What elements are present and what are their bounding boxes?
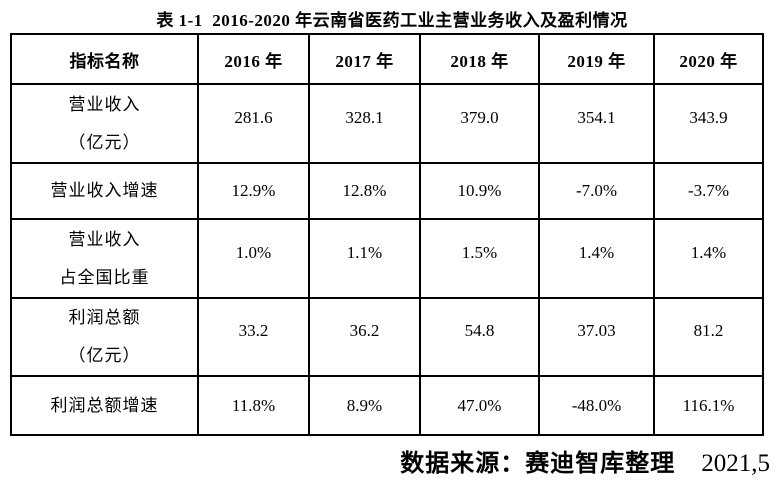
cell-value: 1.1% bbox=[308, 218, 421, 299]
header-cell-indicator: 指标名称 bbox=[10, 33, 199, 85]
cell-value: 328.1 bbox=[308, 83, 421, 164]
table-row-profit: 利润总额 （亿元） 33.2 36.2 54.8 37.03 81.2 bbox=[10, 297, 764, 377]
header-cell-2019: 2019 年 bbox=[538, 33, 655, 85]
cell-value: 11.8% bbox=[197, 375, 310, 436]
row-label-line: 利润总额 bbox=[68, 308, 141, 327]
row-label-line: （亿元） bbox=[68, 346, 141, 365]
header-cell-2016: 2016 年 bbox=[197, 33, 310, 85]
data-source-note: 数据来源：赛迪智库整理 2021,5 bbox=[400, 443, 770, 478]
header-cell-2017: 2017 年 bbox=[308, 33, 421, 85]
cell-value: 1.5% bbox=[419, 218, 540, 299]
cell-value: 1.4% bbox=[653, 218, 764, 299]
cell-value: 1.0% bbox=[197, 218, 310, 299]
cell-value: -48.0% bbox=[538, 375, 655, 436]
row-label-national-share: 营业收入 占全国比重 bbox=[10, 218, 199, 299]
header-row: 指标名称 2016 年 2017 年 2018 年 2019 年 2020 年 bbox=[10, 33, 764, 85]
row-label-line: 营业收入 bbox=[68, 94, 141, 114]
cell-value: 354.1 bbox=[538, 83, 655, 164]
cell-value: 37.03 bbox=[538, 297, 655, 377]
row-label-profit-growth: 利润总额增速 bbox=[10, 375, 199, 436]
row-label-line: 占全国比重 bbox=[59, 267, 150, 287]
header-cell-2018: 2018 年 bbox=[419, 33, 540, 85]
row-label-line: （亿元） bbox=[68, 132, 141, 152]
cell-value: 116.1% bbox=[653, 375, 764, 436]
cell-value: 343.9 bbox=[653, 83, 764, 164]
cell-value: 36.2 bbox=[308, 297, 421, 377]
cell-value: 281.6 bbox=[197, 83, 310, 164]
table-row-profit-growth: 利润总额增速 11.8% 8.9% 47.0% -48.0% 116.1% bbox=[10, 375, 764, 436]
cell-value: 54.8 bbox=[419, 297, 540, 377]
table-title: 表 1-1 2016-2020 年云南省医药工业主营业务收入及盈利情况 bbox=[156, 11, 628, 30]
row-label-line: 营业收入增速 bbox=[50, 181, 159, 200]
cell-value: 379.0 bbox=[419, 83, 540, 164]
cell-value: 10.9% bbox=[419, 162, 540, 220]
data-source-date: 2021,5 bbox=[701, 450, 770, 477]
cell-value: -7.0% bbox=[538, 162, 655, 220]
table-row-revenue: 营业收入 （亿元） 281.6 328.1 379.0 354.1 343.9 bbox=[10, 83, 764, 164]
cell-value: 12.9% bbox=[197, 162, 310, 220]
row-label-profit: 利润总额 （亿元） bbox=[10, 297, 199, 377]
cell-value: 12.8% bbox=[308, 162, 421, 220]
row-label-revenue: 营业收入 （亿元） bbox=[10, 83, 199, 164]
cell-value: 33.2 bbox=[197, 297, 310, 377]
cell-value: -3.7% bbox=[653, 162, 764, 220]
header-cell-2020: 2020 年 bbox=[653, 33, 764, 85]
data-source-label: 数据来源：赛迪智库整理 bbox=[400, 450, 676, 477]
data-table: 指标名称 2016 年 2017 年 2018 年 2019 年 2020 年 … bbox=[10, 33, 764, 436]
row-label-revenue-growth: 营业收入增速 bbox=[10, 162, 199, 220]
cell-value: 47.0% bbox=[419, 375, 540, 436]
table-row-revenue-growth: 营业收入增速 12.9% 12.8% 10.9% -7.0% -3.7% bbox=[10, 162, 764, 220]
cell-value: 1.4% bbox=[538, 218, 655, 299]
row-label-line: 营业收入 bbox=[68, 229, 141, 249]
row-label-line: 利润总额增速 bbox=[50, 395, 159, 415]
table-row-national-share: 营业收入 占全国比重 1.0% 1.1% 1.5% 1.4% 1.4% bbox=[10, 218, 764, 299]
cell-value: 81.2 bbox=[653, 297, 764, 377]
cell-value: 8.9% bbox=[308, 375, 421, 436]
